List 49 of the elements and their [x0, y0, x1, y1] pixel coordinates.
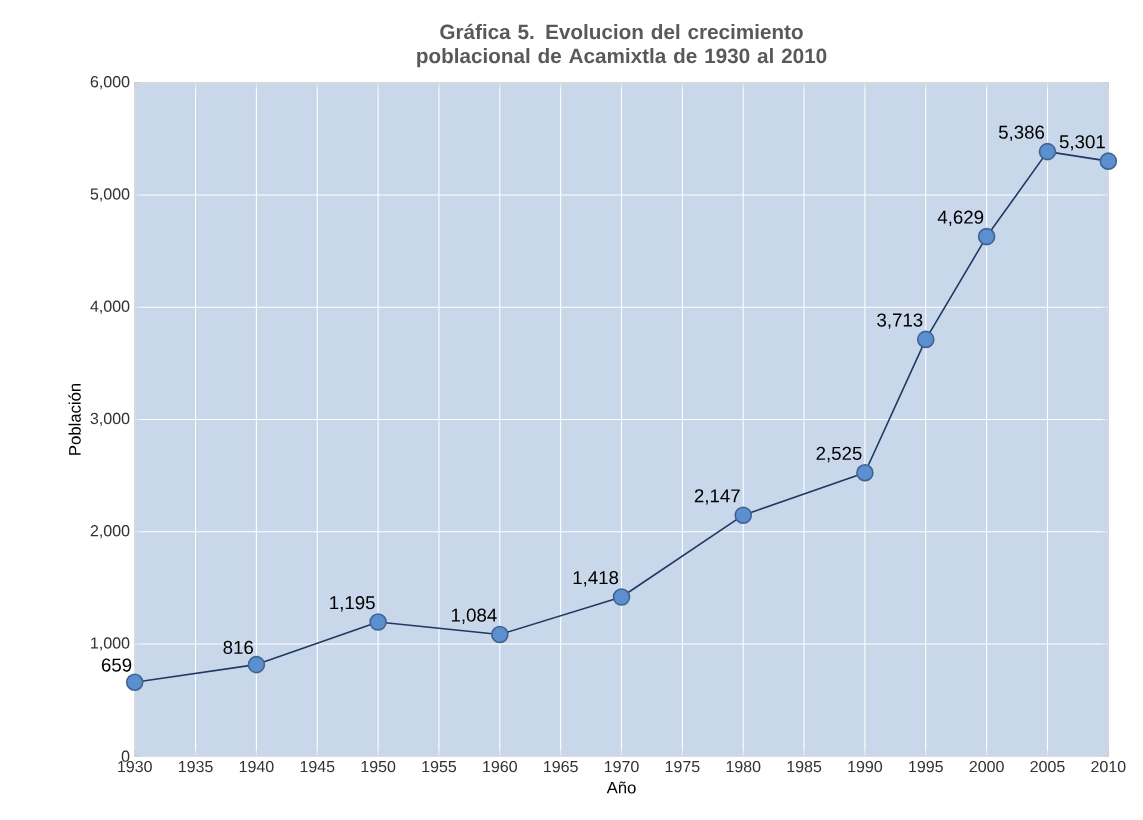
x-tick-label: 1960: [483, 760, 517, 773]
point: [1038, 142, 1057, 161]
data-label: 2,147: [694, 489, 740, 505]
x-tick-label: 1990: [848, 760, 883, 773]
x-tick-label: 1970: [604, 760, 639, 773]
data-label: 1,084: [451, 608, 497, 624]
y-tick-label: 1,000: [91, 637, 130, 651]
x-axis-title: Año: [606, 781, 636, 794]
y-tick-label: 3,000: [90, 412, 130, 426]
point: [125, 673, 144, 691]
x-tick-label: 1945: [300, 760, 335, 773]
y-tick-label: 5,000: [90, 188, 130, 202]
point: [734, 506, 753, 524]
point: [977, 227, 996, 246]
x-tick-label: 1930: [118, 760, 152, 773]
point: [1099, 152, 1118, 170]
data-label: 4,629: [937, 210, 984, 226]
x-tick-label: 1985: [787, 760, 822, 773]
y-tick-label: 0: [121, 750, 130, 762]
data-label: 5,301: [1059, 135, 1105, 151]
y-tick-label: 2,000: [90, 524, 130, 539]
x-tick-label: 1965: [544, 760, 578, 773]
data-label: 816: [223, 640, 253, 654]
point: [369, 613, 387, 631]
x-tick-label: 1940: [239, 760, 274, 773]
data-label: 1,195: [330, 595, 375, 612]
point: [916, 330, 935, 349]
data-label: 1,418: [573, 570, 619, 587]
x-tick-label: 1935: [178, 760, 213, 773]
chart-title: Gráfica 5. Evolucion del crecimiento poblacional de Acamixtla de 1930 al 2010: [417, 23, 827, 68]
y-tick-label: 4,000: [90, 300, 130, 314]
x-tick-label: 2000: [969, 760, 1004, 773]
point: [856, 463, 874, 482]
x-tick-label: 1995: [909, 760, 943, 773]
point: [491, 625, 509, 644]
x-tick-label: 1950: [361, 760, 396, 773]
data-label: 659: [101, 658, 132, 672]
x-tick-label: 2005: [1030, 760, 1065, 773]
data-label: 2,525: [816, 446, 862, 463]
x-tick-label: 1955: [422, 760, 457, 773]
data-label: 3,713: [877, 313, 923, 329]
point: [612, 588, 631, 606]
x-tick-label: 2010: [1091, 760, 1126, 773]
y-axis-title: Población: [68, 383, 81, 455]
x-tick-label: 1975: [665, 760, 700, 773]
y-tick-label: 6,000: [90, 75, 130, 90]
point: [247, 655, 266, 674]
x-tick-label: 1980: [726, 760, 761, 773]
data-label: 5,386: [998, 125, 1045, 141]
